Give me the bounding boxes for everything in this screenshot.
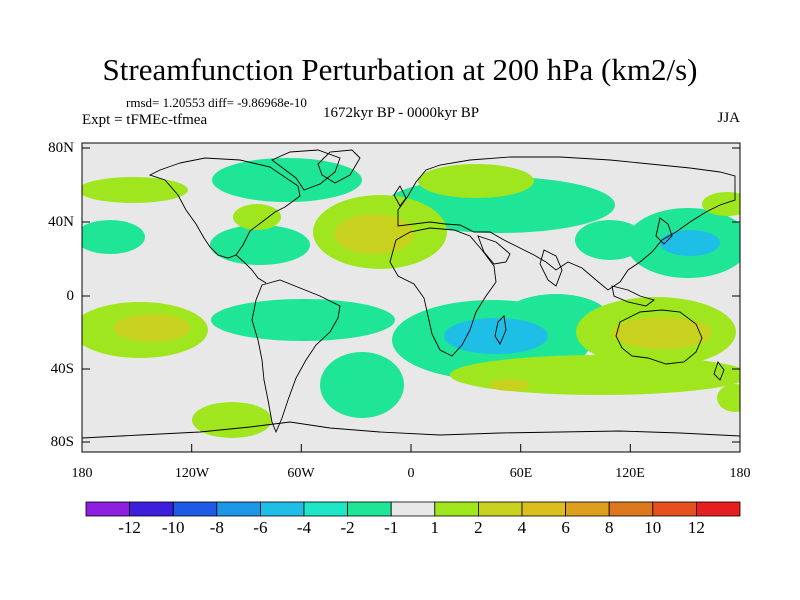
x-tick-label: 180 xyxy=(71,466,93,481)
colorbar-tick-label: -8 xyxy=(209,518,224,537)
colorbar-swatch xyxy=(434,501,479,517)
x-tick-marks xyxy=(81,444,741,452)
colorbar-tick-label: 12 xyxy=(687,518,705,537)
colorbar-swatch xyxy=(652,501,697,517)
colorbar-swatch xyxy=(347,501,392,517)
colorbar-tick-label: 10 xyxy=(644,518,662,537)
y-tick-marks xyxy=(82,147,740,443)
x-tick-label: 120E xyxy=(615,466,645,481)
x-tick-label: 0 xyxy=(407,466,415,481)
experiment-label: Expt = tFMEc-tfmea xyxy=(82,112,208,128)
colorbar-tick-label: -12 xyxy=(118,518,141,537)
y-tick-label: 40N xyxy=(48,214,74,230)
y-tick-label: 40S xyxy=(50,361,74,377)
colorbar-tick-label: 8 xyxy=(604,518,614,537)
colorbar-swatch xyxy=(565,501,610,517)
colorbar-swatch xyxy=(390,501,436,517)
colorbar-swatch xyxy=(696,501,741,517)
colorbar-tick-label: -10 xyxy=(161,518,185,537)
colorbar-tick-label: -1 xyxy=(384,518,399,537)
chart-title: Streamfunction Perturbation at 200 hPa (… xyxy=(102,52,698,87)
colorbar-swatch xyxy=(303,501,348,517)
x-tick-label: 120W xyxy=(174,466,210,481)
y-tick-label: 80S xyxy=(50,434,74,450)
strong-negative-regions xyxy=(444,230,720,354)
contour-fields xyxy=(82,158,740,438)
colorbar-swatch xyxy=(477,501,523,517)
colorbar-tick-label: -4 xyxy=(296,518,312,537)
colorbar-tick-label: -6 xyxy=(253,518,268,537)
coastlines xyxy=(82,149,740,439)
colorbar-swatch xyxy=(216,501,261,517)
colorbar-tick-label: 6 xyxy=(561,518,570,537)
colorbar-swatch xyxy=(85,501,130,517)
period-label: 1672kyr BP - 0000kyr BP xyxy=(323,105,480,121)
y-tick-label: 80N xyxy=(48,140,74,156)
x-tick-label: 180 xyxy=(729,466,751,481)
moderate-positive-regions xyxy=(114,214,712,391)
colorbar-swatch xyxy=(259,501,305,517)
colorbar xyxy=(85,501,741,517)
colorbar-tick-label: 2 xyxy=(474,518,483,537)
colorbar-tick-label: 4 xyxy=(517,518,527,537)
colorbar-swatch xyxy=(172,501,218,517)
x-tick-label: 60E xyxy=(509,466,533,481)
colorbar-swatch xyxy=(521,501,566,517)
season-label: JJA xyxy=(717,110,740,126)
colorbar-swatch xyxy=(129,501,174,517)
y-tick-label: 0 xyxy=(66,288,75,304)
x-tick-label: 60W xyxy=(287,466,315,481)
colorbar-tick-label: -2 xyxy=(340,518,355,537)
colorbar-swatch xyxy=(608,501,654,517)
rmsd-annotation: rmsd= 1.20553 diff= -9.86968e-10 xyxy=(126,95,307,110)
colorbar-tick-label: 1 xyxy=(430,518,440,537)
